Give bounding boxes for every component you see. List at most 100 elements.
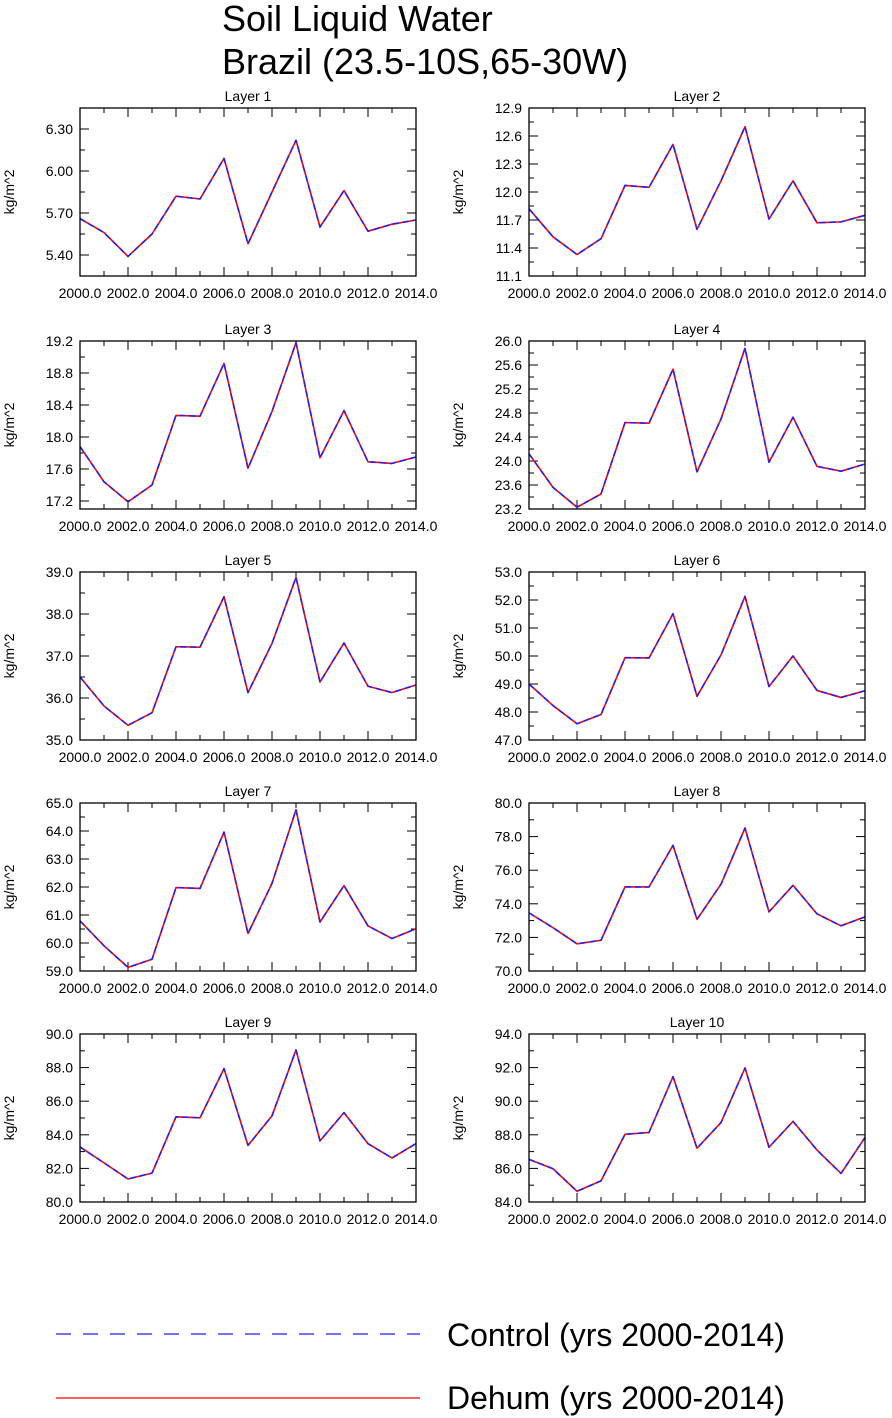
y-tick-label: 35.0: [46, 732, 73, 748]
y-tick-label: 82.0: [46, 1160, 73, 1176]
x-tick-label: 2002.0: [107, 285, 150, 301]
series-line-dehum: [528, 595, 866, 725]
x-tick-label: 2012.0: [347, 285, 390, 301]
y-tick-label: 12.3: [495, 156, 522, 172]
panel-title: Layer 3: [225, 321, 272, 337]
y-axis-label: kg/m^2: [450, 402, 466, 447]
x-tick-label: 2008.0: [700, 518, 743, 534]
x-tick-label: 2008.0: [700, 285, 743, 301]
series-line-control: [79, 139, 417, 258]
x-tick-label: 2004.0: [155, 1211, 198, 1227]
x-tick-label: 2012.0: [796, 518, 839, 534]
panel-title: Layer 2: [674, 88, 721, 104]
plot-frame: [79, 107, 417, 277]
y-tick-label: 59.0: [46, 963, 73, 979]
y-tick-label: 61.0: [46, 907, 73, 923]
x-tick-label: 2006.0: [203, 980, 246, 996]
panel-layer-8: Layer 8 kg/m^2 2000.0 2002.0 2004.0 2006.0 200…: [450, 783, 887, 996]
y-tick-label: 5.40: [46, 247, 73, 263]
y-axis-label: kg/m^2: [1, 169, 17, 214]
panel-title: Layer 5: [225, 552, 272, 568]
legend-label-control: Control (yrs 2000-2014): [447, 1317, 785, 1353]
x-tick-label: 2012.0: [796, 285, 839, 301]
x-tick-label: 2002.0: [107, 980, 150, 996]
plot-frame: [528, 802, 866, 972]
x-tick-label: 2014.0: [395, 518, 438, 534]
x-tick-label: 2006.0: [203, 285, 246, 301]
plot-frame: [79, 571, 417, 741]
series-line-control: [528, 827, 866, 945]
y-tick-label: 23.2: [495, 501, 522, 517]
x-tick-label: 2010.0: [748, 980, 791, 996]
series-line-dehum: [528, 347, 866, 509]
y-tick-label: 86.0: [495, 1160, 522, 1176]
x-tick-label: 2004.0: [155, 980, 198, 996]
x-tick-label: 2014.0: [844, 980, 887, 996]
x-tick-label: 2014.0: [844, 749, 887, 765]
x-tick-label: 2010.0: [299, 980, 342, 996]
panel-layer-10: Layer 10 kg/m^2 2000.0 2002.0 2004.0 2006.0 20…: [450, 1014, 887, 1227]
y-tick-label: 52.0: [495, 592, 522, 608]
y-tick-label: 18.8: [46, 365, 73, 381]
panel-title: Layer 9: [225, 1014, 272, 1030]
series-line-control: [528, 347, 866, 509]
series-line-dehum: [79, 576, 417, 727]
y-tick-label: 74.0: [495, 896, 522, 912]
y-axis-label: kg/m^2: [450, 633, 466, 678]
panel-layer-9: Layer 9 kg/m^2 2000.0 2002.0 2004.0 2006.0 200…: [1, 1014, 438, 1227]
y-tick-label: 90.0: [495, 1093, 522, 1109]
x-tick-label: 2000.0: [59, 980, 102, 996]
y-tick-label: 6.30: [46, 121, 73, 137]
series-line-dehum: [79, 139, 417, 258]
x-tick-label: 2004.0: [155, 285, 198, 301]
y-tick-label: 36.0: [46, 690, 73, 706]
y-tick-label: 17.6: [46, 461, 73, 477]
x-tick-label: 2000.0: [59, 285, 102, 301]
y-tick-label: 49.0: [495, 676, 522, 692]
y-tick-label: 70.0: [495, 963, 522, 979]
x-tick-label: 2000.0: [508, 1211, 551, 1227]
x-tick-label: 2014.0: [395, 749, 438, 765]
figure-title-line-2: Brazil (23.5-10S,65-30W): [222, 41, 628, 82]
panel-layer-2: Layer 2 kg/m^2 2000.0 2002.0 2004.0 2006.0 200…: [450, 88, 887, 301]
y-tick-label: 48.0: [495, 704, 522, 720]
y-tick-label: 64.0: [46, 823, 73, 839]
x-tick-label: 2004.0: [604, 285, 647, 301]
y-axis-label: kg/m^2: [1, 1095, 17, 1140]
x-tick-label: 2012.0: [347, 518, 390, 534]
x-tick-label: 2004.0: [155, 749, 198, 765]
x-tick-label: 2002.0: [107, 518, 150, 534]
y-axis-label: kg/m^2: [1, 633, 17, 678]
x-tick-label: 2012.0: [796, 980, 839, 996]
x-tick-label: 2014.0: [395, 285, 438, 301]
figure-title-line-1: Soil Liquid Water: [222, 0, 493, 39]
x-tick-label: 2000.0: [59, 518, 102, 534]
y-tick-label: 47.0: [495, 732, 522, 748]
y-tick-label: 25.2: [495, 381, 522, 397]
panel-title: Layer 10: [670, 1014, 725, 1030]
y-tick-label: 51.0: [495, 620, 522, 636]
plot-frame: [79, 1033, 417, 1203]
y-tick-label: 11.1: [496, 268, 522, 284]
y-tick-label: 18.4: [46, 397, 73, 413]
x-tick-label: 2010.0: [299, 285, 342, 301]
panel-title: Layer 1: [225, 88, 272, 104]
plot-frame: [528, 571, 866, 741]
x-tick-label: 2008.0: [700, 980, 743, 996]
y-tick-label: 12.9: [495, 100, 522, 116]
y-tick-label: 12.0: [495, 184, 522, 200]
x-tick-label: 2006.0: [203, 1211, 246, 1227]
x-tick-label: 2006.0: [652, 518, 695, 534]
plot-frame: [528, 107, 866, 277]
series-line-control: [79, 576, 417, 727]
x-tick-label: 2002.0: [556, 1211, 599, 1227]
y-tick-label: 18.0: [46, 429, 73, 445]
y-tick-label: 24.0: [495, 453, 522, 469]
y-tick-label: 38.0: [46, 606, 73, 622]
y-tick-label: 23.6: [495, 477, 522, 493]
x-tick-label: 2014.0: [395, 980, 438, 996]
x-tick-label: 2008.0: [700, 1211, 743, 1227]
y-tick-label: 50.0: [495, 648, 522, 664]
y-tick-label: 94.0: [495, 1026, 522, 1042]
